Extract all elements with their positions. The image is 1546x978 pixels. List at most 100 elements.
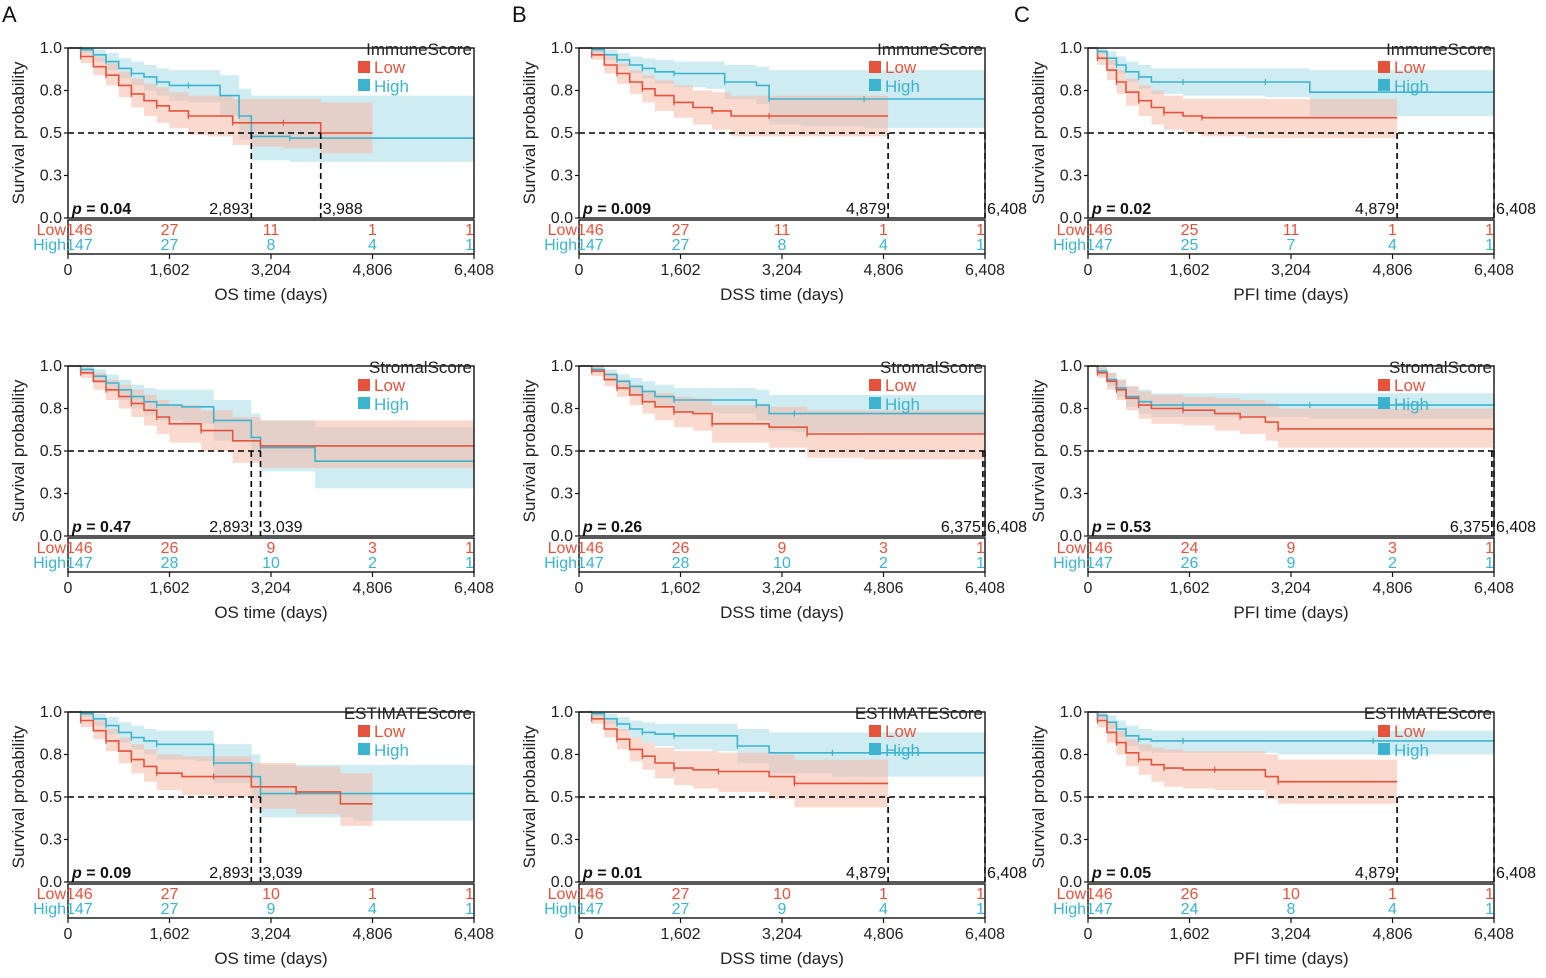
risk-count-low: 146: [577, 540, 604, 557]
legend-low-label: Low: [374, 58, 406, 77]
risk-count-low: 9: [1287, 540, 1296, 557]
p-value: p = 0.01: [582, 865, 642, 882]
x-tick-label: 4,806: [352, 262, 392, 279]
risk-count-low: 9: [267, 540, 276, 557]
legend-high-label: High: [1394, 741, 1429, 760]
legend-low-swatch: [358, 61, 370, 73]
low-survival-curve: [68, 47, 373, 134]
median-label: 6,375: [941, 519, 981, 536]
median-label: 6,408: [987, 519, 1027, 536]
km-panel-immunescore-dss: 4,879 6,408 0.0 0.3 0.5 0.8 1.0 Survival probab…: [520, 40, 1027, 304]
risk-count-high: 26: [1181, 555, 1199, 572]
risk-count-high: 8: [1287, 901, 1296, 918]
risk-count-high: 147: [66, 237, 93, 254]
y-tick-label: 0.8: [1060, 747, 1082, 764]
y-axis-title: Survival probability: [1029, 61, 1048, 204]
high-survival-curve: [68, 365, 474, 462]
risk-count-high: 147: [577, 901, 604, 918]
y-tick-label: 0.8: [551, 747, 573, 764]
risk-count-high: 1: [976, 237, 985, 254]
risk-count-high: 4: [879, 237, 888, 254]
panel-letter-A: A: [2, 2, 17, 27]
p-value: p = 0.05: [1091, 865, 1151, 882]
y-tick-label: 1.0: [551, 358, 573, 375]
p-value: p = 0.47: [71, 519, 131, 536]
median-label: 6,408: [1496, 865, 1536, 882]
y-tick-label: 0.3: [40, 832, 62, 849]
risk-count-high: 1: [465, 901, 474, 918]
y-tick-label: 0.3: [551, 832, 573, 849]
y-tick-label: 0.0: [1060, 874, 1082, 891]
low-survival-curve: [579, 365, 985, 435]
x-axis-title: PFI time (days): [1233, 603, 1348, 622]
median-label: 2,893: [209, 865, 249, 882]
x-tick-label: 1,602: [1169, 580, 1209, 597]
x-tick-label: 6,408: [965, 926, 1005, 943]
y-tick-label: 0.3: [551, 168, 573, 185]
legend-low-label: Low: [885, 722, 917, 741]
y-tick-label: 0.3: [551, 486, 573, 503]
y-axis-title: Survival probability: [1029, 725, 1048, 868]
y-tick-label: 0.0: [551, 874, 573, 891]
y-tick-label: 0.3: [40, 168, 62, 185]
legend-low-label: Low: [1394, 376, 1426, 395]
risk-row-label-high: High: [1053, 237, 1086, 254]
x-tick-label: 1,602: [660, 926, 700, 943]
x-tick-label: 6,408: [1474, 926, 1514, 943]
risk-count-high: 10: [262, 555, 280, 572]
median-label: 3,988: [323, 201, 363, 218]
risk-count-high: 8: [778, 237, 787, 254]
median-label: 6,408: [987, 865, 1027, 882]
score-title: StromalScore: [1389, 358, 1492, 377]
y-tick-label: 1.0: [40, 704, 62, 721]
legend-low-swatch: [869, 61, 881, 73]
legend-low-swatch: [358, 725, 370, 737]
risk-count-high: 9: [1287, 555, 1296, 572]
risk-count-low: 27: [161, 222, 179, 239]
risk-count-low: 146: [577, 886, 604, 903]
risk-count-low: 27: [672, 222, 690, 239]
y-tick-label: 0.0: [1060, 528, 1082, 545]
x-tick-label: 6,408: [454, 262, 494, 279]
score-title: StromalScore: [880, 358, 983, 377]
risk-count-high: 9: [778, 901, 787, 918]
x-axis-title: OS time (days): [214, 603, 327, 622]
km-panel-stromalscore-dss: 6,375 6,408 0.0 0.3 0.5 0.8 1.0 Survival probab…: [520, 358, 1027, 622]
risk-row-label-high: High: [544, 237, 577, 254]
x-axis-title: PFI time (days): [1233, 949, 1348, 968]
low-confidence-band: [579, 366, 985, 468]
risk-count-high: 147: [66, 901, 93, 918]
legend-low-label: Low: [885, 58, 917, 77]
median-label: 6,408: [987, 201, 1027, 218]
y-tick-label: 0.8: [551, 401, 573, 418]
legend-low-label: Low: [374, 722, 406, 741]
legend-high-label: High: [1394, 395, 1429, 414]
low-confidence-band: [1088, 48, 1398, 139]
risk-count-low: 11: [263, 222, 280, 239]
x-tick-label: 6,408: [454, 926, 494, 943]
high-survival-curve: [1088, 365, 1494, 406]
y-tick-label: 0.0: [40, 874, 62, 891]
risk-count-low: 1: [1388, 886, 1397, 903]
risk-count-low: 10: [262, 886, 280, 903]
km-panel-estimatescore-os: 2,893 3,039 0.0 0.3 0.5 0.8 1.0 Survival probab…: [9, 704, 494, 968]
x-tick-label: 3,204: [251, 262, 291, 279]
x-tick-label: 6,408: [454, 580, 494, 597]
legend-high-swatch: [358, 397, 370, 409]
risk-count-low: 146: [66, 222, 93, 239]
x-axis-title: DSS time (days): [720, 949, 844, 968]
low-confidence-band: [579, 712, 889, 809]
risk-count-high: 4: [368, 901, 377, 918]
score-title: ImmuneScore: [366, 40, 472, 59]
legend-low-label: Low: [1394, 58, 1426, 77]
risk-count-low: 9: [778, 540, 787, 557]
median-label: 2,893: [209, 201, 249, 218]
x-tick-label: 0: [64, 580, 73, 597]
y-tick-label: 0.8: [40, 747, 62, 764]
x-tick-label: 0: [1084, 262, 1093, 279]
y-tick-label: 0.3: [1060, 168, 1082, 185]
legend-low-label: Low: [374, 376, 406, 395]
y-axis-title: Survival probability: [9, 379, 28, 522]
p-value: p = 0.53: [1091, 519, 1151, 536]
risk-count-low: 10: [1282, 886, 1300, 903]
